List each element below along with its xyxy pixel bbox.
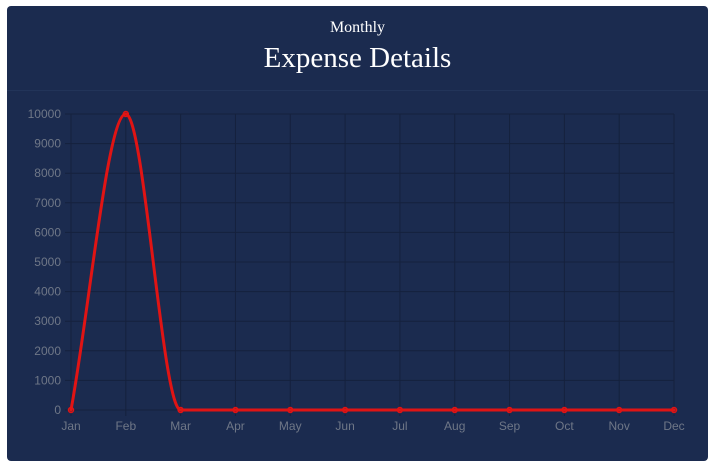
y-tick-label: 2000 (34, 344, 61, 358)
y-tick-label: 1000 (34, 373, 61, 387)
x-tick-label: Oct (555, 419, 574, 433)
x-tick-label: Jan (61, 419, 80, 433)
data-point[interactable] (561, 406, 568, 414)
y-tick-label: 7000 (34, 196, 61, 210)
x-tick-label: Feb (115, 419, 136, 433)
data-point[interactable] (287, 406, 294, 414)
x-tick-label: Sep (499, 419, 521, 433)
y-tick-label: 4000 (34, 285, 61, 299)
data-point[interactable] (177, 406, 184, 414)
y-tick-label: 10000 (28, 107, 62, 121)
y-tick-label: 5000 (34, 255, 61, 269)
grid-layer (65, 113, 675, 416)
y-tick-label: 3000 (34, 314, 61, 328)
data-point[interactable] (396, 406, 404, 414)
data-point[interactable] (506, 406, 513, 414)
data-point[interactable] (451, 406, 458, 414)
chart-card: Monthly Expense Details 0 1000 2000 3000 400… (7, 6, 708, 461)
x-tick-label: Jul (392, 419, 407, 433)
x-tick-label: Nov (609, 419, 630, 433)
chart-subtitle: Monthly (329, 19, 386, 36)
x-tick-label: May (279, 419, 302, 433)
x-tick-label: Dec (663, 419, 684, 433)
data-point[interactable] (122, 110, 130, 118)
expense-line-chart: 0 1000 2000 3000 4000 5000 6000 7000 8000 9000 100… (28, 107, 685, 433)
x-tick-label: Mar (170, 419, 191, 433)
chart-header: Monthly Expense Details (7, 6, 708, 90)
data-point[interactable] (670, 406, 678, 414)
y-tick-label: 0 (54, 403, 61, 417)
data-point[interactable] (67, 406, 75, 414)
y-tick-label: 6000 (34, 225, 61, 239)
series-layer (67, 110, 678, 414)
x-tick-label: Aug (444, 419, 465, 433)
data-point[interactable] (615, 406, 623, 414)
y-tick-label: 9000 (34, 137, 61, 151)
chart-title: Expense Details (263, 42, 452, 74)
x-tick-label: Apr (226, 419, 245, 433)
data-point[interactable] (341, 406, 349, 414)
data-point[interactable] (232, 406, 239, 414)
header-divider (7, 90, 708, 91)
y-tick-label: 8000 (34, 166, 61, 180)
axis-labels: 0 1000 2000 3000 4000 5000 6000 7000 8000 9000 100… (28, 107, 685, 433)
x-tick-label: Jun (335, 419, 354, 433)
